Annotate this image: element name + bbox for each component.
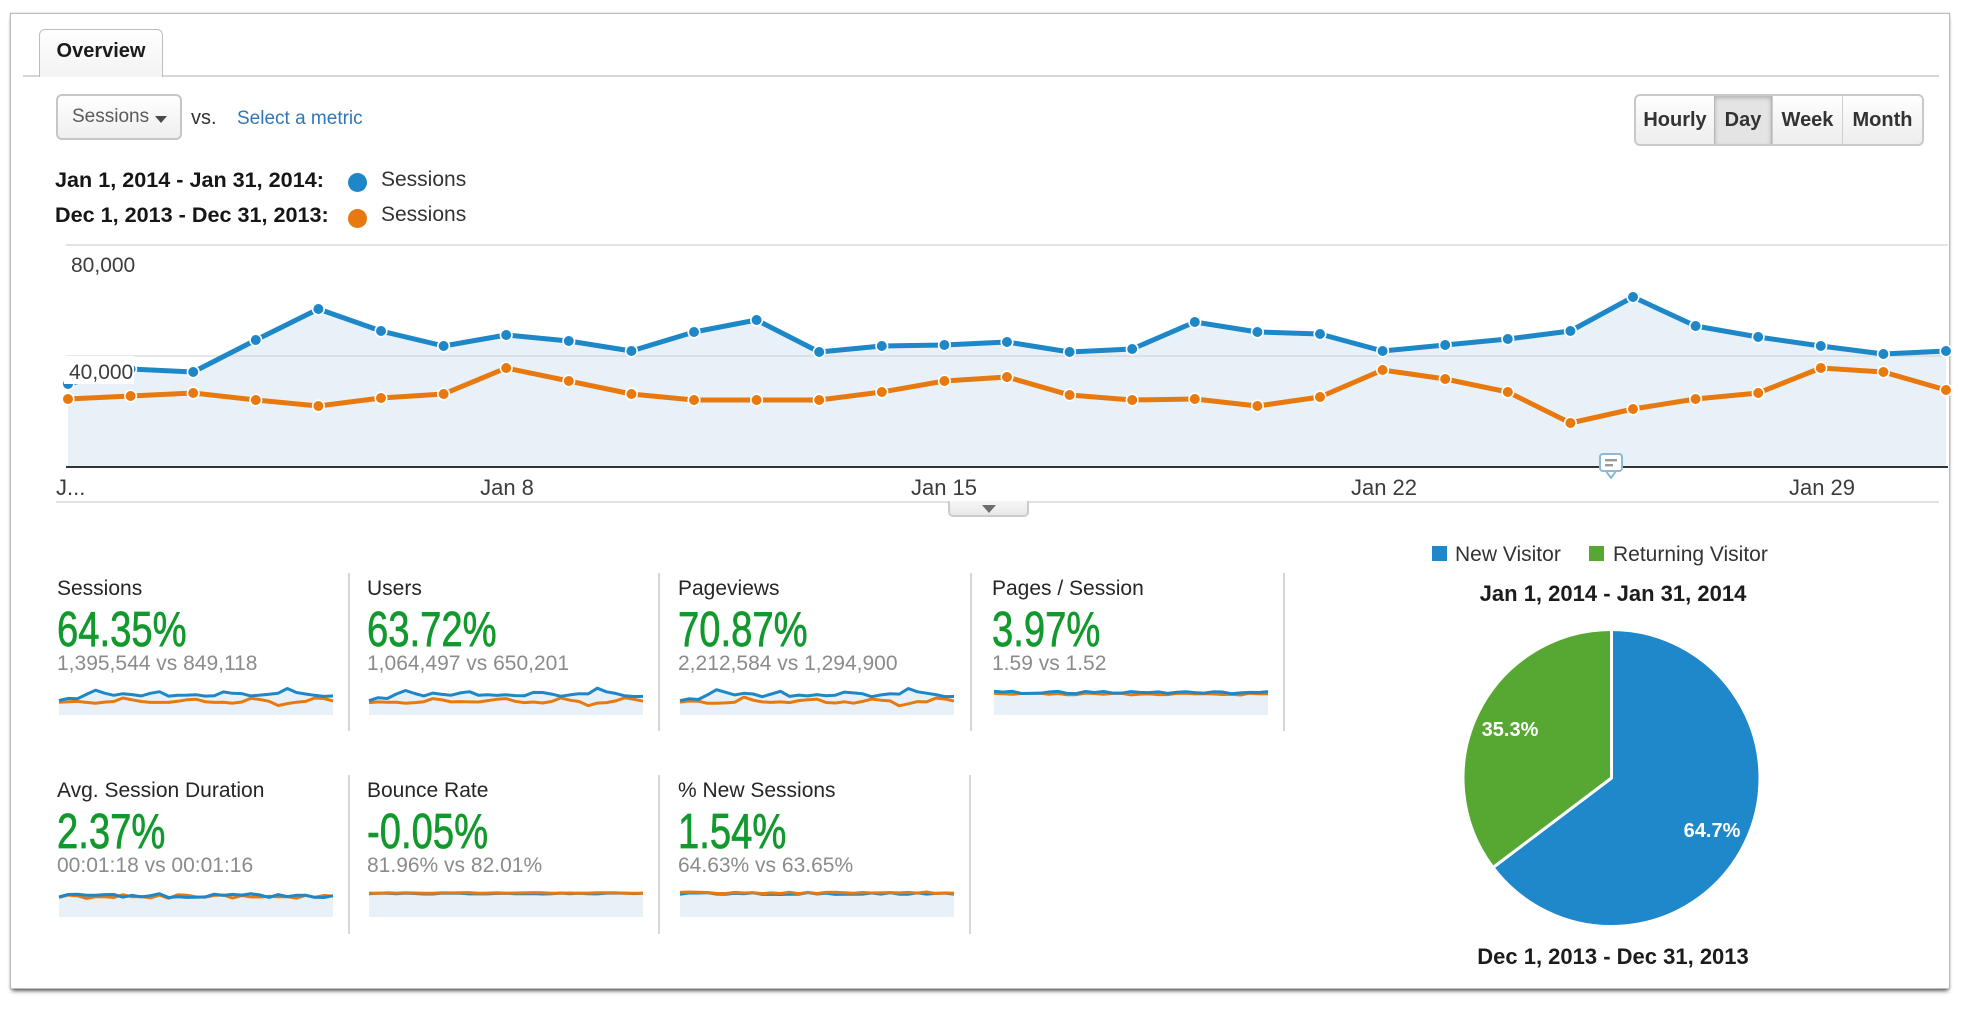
svg-text:64.7%: 64.7% <box>1684 820 1741 842</box>
svg-text:35.3%: 35.3% <box>1482 719 1539 741</box>
